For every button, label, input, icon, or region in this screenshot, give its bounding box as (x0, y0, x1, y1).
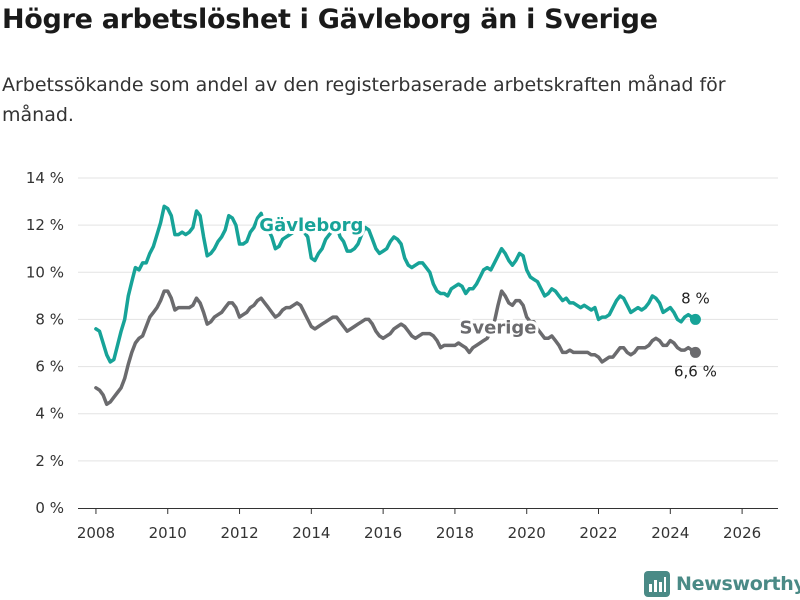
y-tick-label: 10 % (26, 263, 64, 281)
bar-chart-logo-icon (644, 571, 670, 597)
y-tick-label: 6 % (35, 358, 64, 376)
sverige-end-label: 6,6 % (674, 362, 717, 380)
brand-name: Newsworthy (676, 573, 800, 595)
x-axis-ticks: 2008 2010 2012 2014 2016 2018 2020 2022 2024 2026 (77, 508, 761, 542)
sverige-end-point (689, 346, 701, 358)
y-axis-ticks: 0 % 2 % 4 % 6 % 8 % 10 % 12 % 14 % (26, 169, 64, 517)
x-tick-label: 2010 (149, 524, 187, 542)
series-lines (94, 204, 701, 407)
x-tick-label: 2012 (220, 524, 258, 542)
x-tick-label: 2014 (292, 524, 330, 542)
series-labels: 8 % 6,6 % Gävleborg Sverige (256, 212, 717, 380)
y-tick-label: 0 % (35, 499, 64, 517)
page-title: Högre arbetslöshet i Gävleborg än i Sver… (2, 4, 658, 35)
gavleborg-end-point (689, 313, 701, 325)
gavleborg-end-label: 8 % (681, 289, 710, 307)
gavleborg-series-label: Gävleborg (259, 215, 363, 236)
x-tick-label: 2008 (77, 524, 115, 542)
x-tick-label: 2024 (651, 524, 689, 542)
y-tick-label: 8 % (35, 310, 64, 328)
page-subtitle: Arbetssökande som andel av den registerb… (2, 74, 726, 126)
sverige-series-line (94, 289, 698, 407)
y-tick-label: 4 % (35, 405, 64, 423)
y-tick-label: 14 % (26, 169, 64, 187)
y-tick-label: 2 % (35, 452, 64, 470)
x-tick-label: 2020 (508, 524, 546, 542)
y-tick-label: 12 % (26, 216, 64, 234)
sverige-series-label: Sverige (459, 318, 536, 339)
x-tick-label: 2018 (436, 524, 474, 542)
x-tick-label: 2022 (579, 524, 617, 542)
x-tick-label: 2026 (723, 524, 761, 542)
newsworthy-logo[interactable]: Newsworthy (644, 569, 800, 599)
gavleborg-series-line (94, 204, 698, 364)
x-tick-label: 2016 (364, 524, 402, 542)
grid-lines (78, 177, 778, 462)
